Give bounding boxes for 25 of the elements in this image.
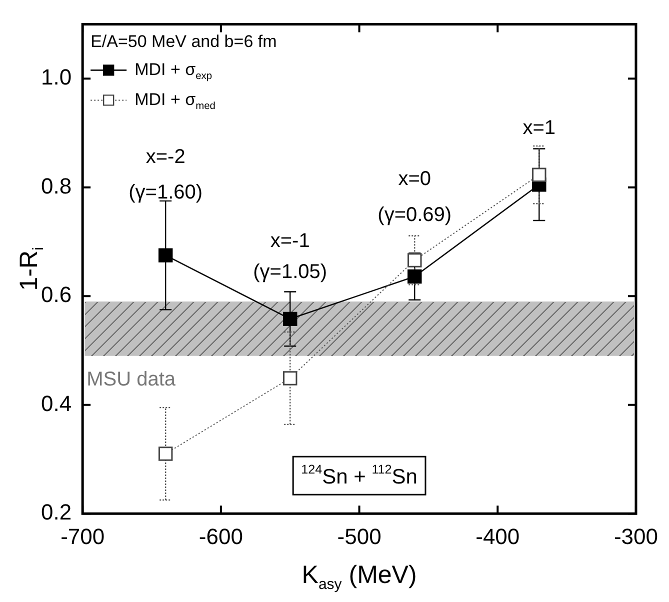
x-tick-label: -600 (198, 524, 243, 549)
y-tick-label: 0.4 (40, 390, 72, 416)
point (532, 168, 546, 182)
x-tick-label: -400 (476, 524, 520, 549)
y-tick-label: 0.2 (40, 500, 72, 525)
point (408, 269, 422, 284)
y-tick-label: 0.8 (40, 173, 72, 198)
point (282, 371, 298, 386)
x-tick-label: -700 (60, 524, 105, 549)
y-tick-label: 1.0 (40, 64, 72, 90)
point (282, 312, 298, 326)
x-tick-label: -300 (614, 524, 658, 549)
annotation: x=-1 (270, 230, 310, 252)
annotation: (γ=0.69) (378, 204, 452, 226)
band-label: MSU data (86, 368, 176, 390)
point (158, 446, 173, 461)
annotation: (γ=1.05) (253, 261, 328, 284)
annotation: x=1 (522, 117, 556, 140)
point (408, 253, 422, 268)
legend-title: E/A=50 MeV and b=6 fm (90, 32, 277, 51)
x-tick-label: -500 (337, 524, 382, 549)
annotation: x=0 (398, 168, 432, 190)
point (158, 248, 173, 262)
annotation: (γ=1.60) (128, 181, 203, 204)
annotation: x=-2 (146, 146, 186, 168)
